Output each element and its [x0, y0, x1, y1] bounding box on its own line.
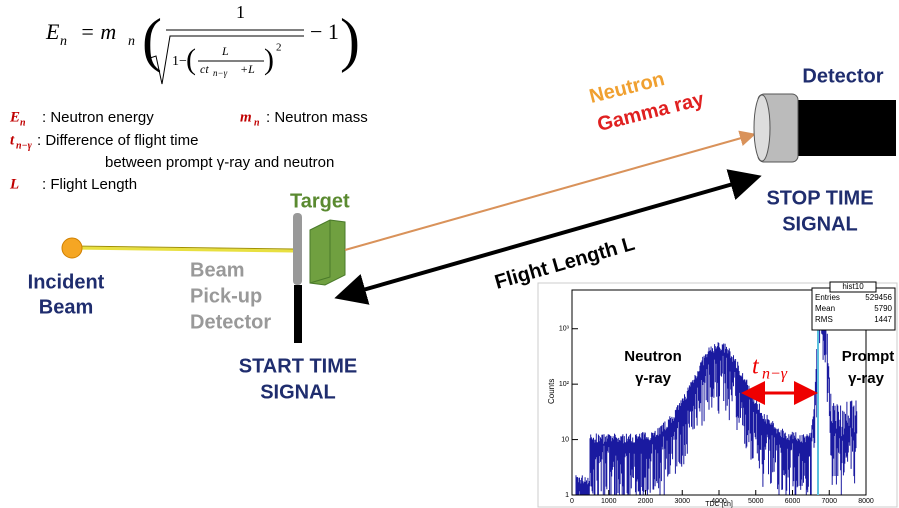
- paren: ): [264, 43, 274, 76]
- label: STOP TIME: [766, 187, 873, 209]
- legend-text: : Neutron energy: [42, 109, 154, 126]
- y-tick-label: 10³: [559, 326, 570, 333]
- label: START TIME: [239, 355, 358, 377]
- x-tick-label: 6000: [785, 498, 801, 505]
- y-axis-label: Counts: [547, 379, 556, 404]
- diagram: E n = m n ( 1 1− ( L ct n−γ +L ) 2 − 1 )…: [0, 0, 899, 508]
- stats-value: 5790: [874, 304, 892, 313]
- label: Beam: [190, 259, 244, 281]
- label: Detector: [190, 311, 271, 333]
- formula-part: L: [221, 44, 229, 58]
- x-tick-label: 0: [570, 498, 574, 505]
- formula-sub: n: [128, 34, 135, 49]
- legend-sub: n: [20, 117, 26, 128]
- paren: (: [186, 43, 196, 76]
- pickup-detector: [293, 213, 302, 285]
- annotation: Neutron: [624, 348, 682, 365]
- paren: (: [142, 7, 162, 73]
- legend-sub: n−γ: [16, 140, 33, 151]
- histogram: hist10 Counts TDC [ch] Neutron γ-ray Pro…: [538, 282, 897, 508]
- legend-text: : Neutron mass: [266, 109, 368, 126]
- label: Target: [290, 190, 350, 212]
- legend-sub: n: [254, 117, 260, 128]
- y-tick-label: 1: [565, 492, 569, 499]
- formula: E n = m n ( 1 1− ( L ct n−γ +L ) 2 − 1 ): [45, 2, 360, 84]
- formula-eq: = m: [80, 19, 116, 44]
- x-tick-label: 3000: [674, 498, 690, 505]
- target: [310, 220, 345, 285]
- label: SIGNAL: [782, 213, 858, 235]
- label: Detector: [802, 65, 883, 87]
- legend-text: between prompt γ-ray and neutron: [105, 154, 334, 171]
- label: Pick-up: [190, 285, 262, 307]
- stats-value: 1447: [874, 315, 892, 324]
- label: SIGNAL: [260, 381, 336, 403]
- label: Beam: [39, 296, 93, 318]
- formula-part: 1−: [172, 54, 187, 69]
- x-tick-label: 5000: [748, 498, 764, 505]
- annotation: γ-ray: [635, 370, 672, 387]
- beam-particle: [62, 238, 82, 258]
- formula-part: 2: [276, 42, 282, 54]
- stats-key: Mean: [815, 304, 835, 313]
- detector-face: [754, 95, 770, 161]
- pickup-light-guide: [294, 285, 302, 343]
- x-tick-label: 1000: [601, 498, 617, 505]
- formula-lhs: E: [45, 19, 60, 44]
- formula-part: +L: [240, 62, 255, 76]
- legend-text: : Flight Length: [42, 176, 137, 193]
- label: Incident: [28, 271, 105, 293]
- stats-title: hist10: [842, 282, 864, 291]
- legend-symbol: L: [9, 176, 19, 192]
- x-tick-label: 8000: [858, 498, 874, 505]
- formula-sub: n: [60, 34, 67, 49]
- formula-num: 1: [236, 2, 245, 22]
- detector-body: [792, 100, 896, 156]
- y-tick-label: 10: [561, 436, 569, 443]
- stats-key: RMS: [815, 315, 833, 324]
- formula-part: n−γ: [213, 68, 228, 78]
- stats-value: 529456: [865, 293, 892, 302]
- legend: E n : Neutron energy m n : Neutron mass …: [9, 109, 368, 193]
- x-tick-label: 4000: [711, 498, 727, 505]
- formula-part: ct: [200, 62, 209, 76]
- legend-text: : Difference of flight time: [37, 132, 198, 149]
- annotation: n−γ: [762, 366, 788, 383]
- annotation: Prompt: [842, 348, 895, 365]
- particle-path: [345, 135, 752, 250]
- legend-symbol: E: [9, 109, 20, 125]
- annotation: γ-ray: [848, 370, 885, 387]
- x-tick-label: 2000: [638, 498, 654, 505]
- legend-symbol: m: [240, 109, 252, 125]
- x-tick-label: 7000: [821, 498, 837, 505]
- stats-key: Entries: [815, 293, 840, 302]
- paren: ): [340, 7, 360, 73]
- legend-symbol: t: [10, 132, 15, 148]
- y-tick-label: 10²: [559, 381, 570, 388]
- formula-tail: − 1: [310, 19, 339, 44]
